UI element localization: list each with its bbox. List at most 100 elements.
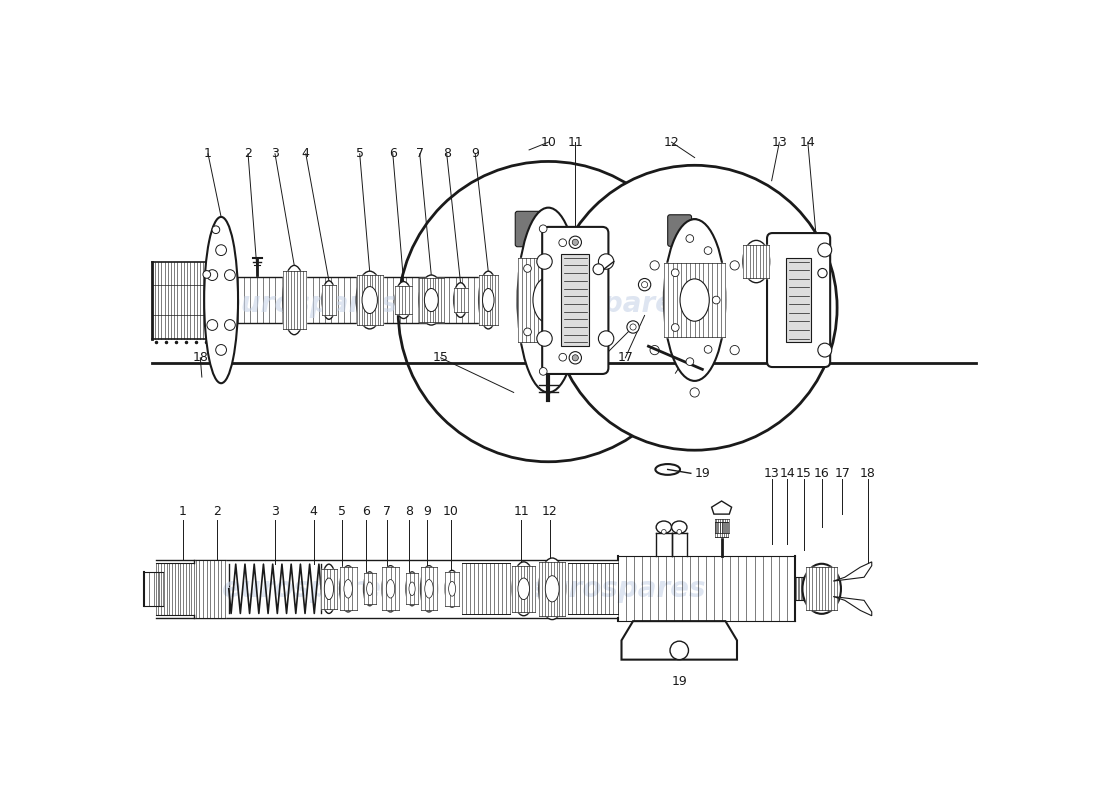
Circle shape: [704, 346, 712, 354]
Circle shape: [638, 278, 651, 291]
Ellipse shape: [478, 271, 498, 329]
Ellipse shape: [409, 582, 415, 595]
Text: 12: 12: [663, 136, 680, 149]
Ellipse shape: [382, 566, 399, 612]
Circle shape: [690, 218, 700, 228]
Text: 5: 5: [355, 147, 364, 160]
Circle shape: [552, 166, 837, 450]
Circle shape: [686, 358, 694, 366]
Circle shape: [212, 226, 220, 234]
Circle shape: [670, 641, 689, 660]
Circle shape: [730, 346, 739, 354]
Ellipse shape: [513, 562, 536, 616]
Ellipse shape: [663, 219, 726, 381]
Ellipse shape: [406, 572, 418, 606]
Ellipse shape: [340, 566, 356, 612]
Circle shape: [524, 265, 531, 272]
Ellipse shape: [321, 564, 337, 614]
Circle shape: [671, 269, 679, 277]
Ellipse shape: [453, 282, 468, 318]
Ellipse shape: [205, 217, 238, 383]
Ellipse shape: [356, 271, 383, 329]
Circle shape: [568, 296, 575, 304]
Text: 13: 13: [763, 467, 780, 480]
Circle shape: [598, 254, 614, 270]
Circle shape: [690, 388, 700, 397]
Polygon shape: [712, 501, 732, 514]
Text: 3: 3: [271, 506, 279, 518]
Text: 18: 18: [860, 467, 876, 480]
Text: 12: 12: [542, 506, 558, 518]
Text: 3: 3: [271, 147, 279, 160]
Ellipse shape: [539, 558, 565, 619]
Ellipse shape: [425, 579, 433, 598]
Ellipse shape: [803, 564, 842, 614]
Ellipse shape: [386, 579, 395, 598]
Ellipse shape: [449, 582, 455, 596]
FancyBboxPatch shape: [542, 227, 608, 374]
Text: 17: 17: [835, 467, 850, 480]
Ellipse shape: [344, 579, 352, 598]
Circle shape: [207, 270, 218, 281]
Ellipse shape: [366, 582, 373, 595]
Circle shape: [817, 269, 827, 278]
Ellipse shape: [283, 266, 306, 334]
Ellipse shape: [362, 286, 377, 314]
Text: eurospares: eurospares: [515, 290, 690, 318]
Polygon shape: [834, 562, 871, 581]
Text: 15: 15: [432, 351, 449, 364]
Text: 13: 13: [771, 136, 788, 149]
Ellipse shape: [483, 289, 494, 312]
Ellipse shape: [680, 279, 710, 322]
Text: 5: 5: [338, 506, 346, 518]
Text: 1: 1: [178, 506, 187, 518]
Text: 4: 4: [309, 506, 318, 518]
FancyBboxPatch shape: [767, 233, 830, 367]
Bar: [786, 258, 811, 342]
Text: 4: 4: [301, 147, 310, 160]
Circle shape: [817, 243, 832, 257]
Circle shape: [539, 225, 547, 233]
Circle shape: [216, 245, 227, 255]
Text: 6: 6: [362, 506, 370, 518]
Text: 19: 19: [671, 675, 688, 688]
Text: 15: 15: [796, 467, 812, 480]
Circle shape: [650, 261, 659, 270]
Ellipse shape: [419, 275, 443, 325]
Polygon shape: [834, 597, 871, 616]
Ellipse shape: [671, 521, 686, 534]
Text: 19: 19: [695, 467, 711, 480]
Circle shape: [704, 246, 712, 254]
Text: eurospares: eurospares: [222, 290, 397, 318]
Text: 9: 9: [422, 506, 430, 518]
Ellipse shape: [420, 566, 438, 612]
Circle shape: [650, 346, 659, 354]
Circle shape: [730, 261, 739, 270]
Text: 2: 2: [244, 147, 252, 160]
Circle shape: [572, 354, 579, 361]
Text: 8: 8: [442, 147, 451, 160]
Ellipse shape: [322, 281, 335, 319]
Circle shape: [537, 331, 552, 346]
Circle shape: [207, 320, 218, 330]
Text: 1: 1: [205, 147, 212, 160]
FancyBboxPatch shape: [515, 211, 543, 246]
Circle shape: [661, 530, 667, 534]
Text: 16: 16: [678, 351, 693, 364]
Circle shape: [224, 270, 235, 281]
Circle shape: [524, 328, 531, 336]
Ellipse shape: [518, 208, 579, 393]
Circle shape: [559, 239, 566, 246]
Circle shape: [539, 367, 547, 375]
Text: 10: 10: [540, 136, 557, 149]
Text: 17: 17: [617, 351, 634, 364]
Text: 7: 7: [416, 147, 424, 160]
Circle shape: [572, 239, 579, 246]
Circle shape: [671, 324, 679, 331]
Text: 14: 14: [800, 136, 816, 149]
Ellipse shape: [534, 277, 563, 323]
Circle shape: [817, 343, 832, 357]
Circle shape: [713, 296, 721, 304]
Circle shape: [216, 345, 227, 355]
Text: 10: 10: [442, 506, 459, 518]
